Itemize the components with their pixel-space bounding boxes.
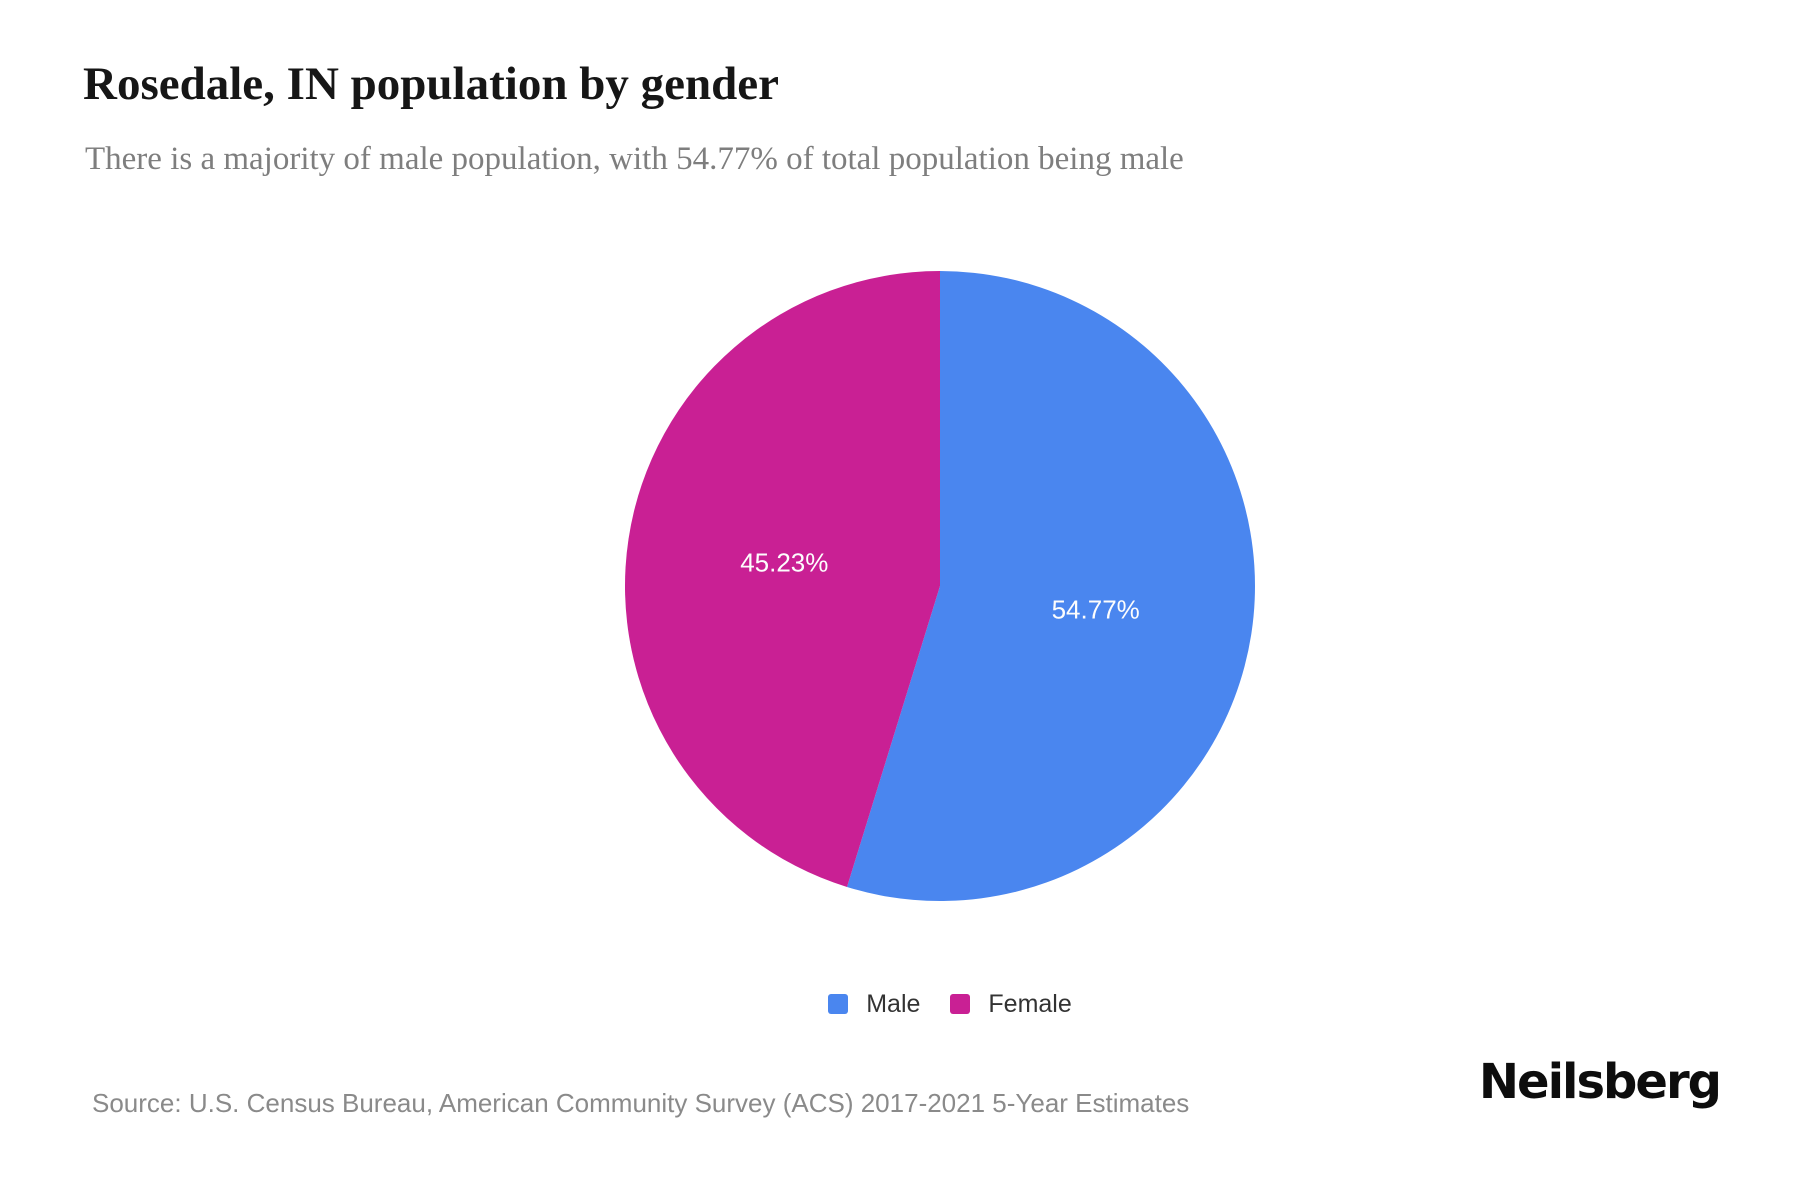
pie-slice-male[interactable]: [847, 271, 1255, 902]
chart-legend: Male Female: [600, 988, 1300, 1020]
chart-title: Rosedale, IN population by gender: [83, 58, 779, 110]
legend-swatch-female: [950, 994, 971, 1014]
neilsberg-logo: Neilsberg: [1478, 1054, 1722, 1110]
chart-subtitle: There is a majority of male population, …: [85, 141, 1184, 177]
pie-label-male: 54.77%: [1052, 595, 1140, 625]
pie-chart[interactable]: 54.77% 45.23%: [590, 236, 1290, 936]
pie-label-female: 45.23%: [740, 548, 828, 578]
legend-item-female[interactable]: Female: [950, 989, 1072, 1019]
legend-swatch-male: [828, 994, 849, 1014]
legend-label-female: Female: [988, 989, 1072, 1018]
pie-slice-female[interactable]: [624, 271, 940, 887]
legend-item-male[interactable]: Male: [828, 990, 920, 1019]
source-attribution: Source: U.S. Census Bureau, American Com…: [92, 1088, 1190, 1118]
legend-label-male: Male: [866, 989, 921, 1018]
